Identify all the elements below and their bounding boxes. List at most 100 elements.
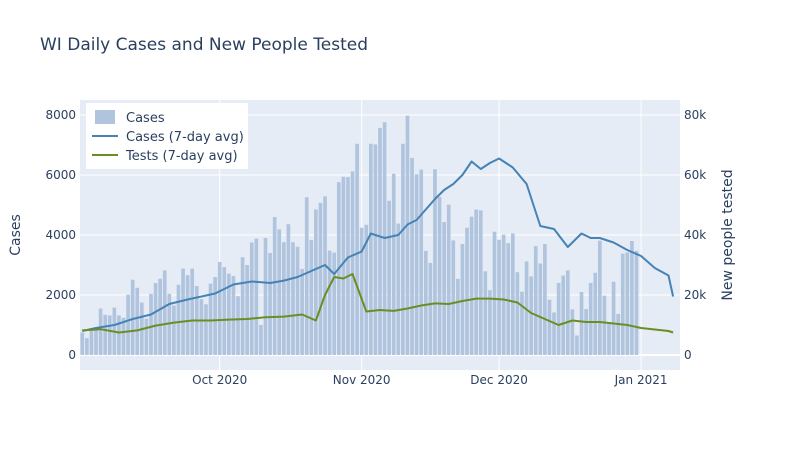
case-bar [469,216,474,355]
case-bar [227,273,231,355]
case-bar [217,262,222,355]
case-bar [135,287,140,355]
y2-tick-label: 0 [684,348,692,362]
case-bar [158,278,162,355]
y-tick-label: 8000 [45,108,76,122]
case-bar [492,231,497,355]
case-bar [588,283,593,355]
case-bar [602,295,607,355]
y2-tick-label: 20k [684,288,706,302]
case-bar [181,268,185,355]
case-bar [543,244,547,355]
case-bar [126,294,130,355]
y-tick-label: 6000 [45,168,76,182]
x-tick-label: Nov 2020 [333,373,391,387]
case-bar [529,276,533,355]
x-axis-ticks: Oct 2020 Nov 2020 Dec 2020 Jan 2021 [192,373,667,387]
case-bar [94,330,98,355]
case-bar [254,238,259,355]
case-bar [185,275,190,355]
legend-label-cases-avg: Cases (7-day avg) [126,130,244,145]
case-bar [378,127,382,356]
case-bar [488,290,492,355]
case-bar [506,243,511,355]
case-bar [359,227,364,355]
case-bar [520,291,524,355]
x-tick-label: Jan 2021 [614,373,668,387]
case-bar [107,315,112,355]
case-bar [538,263,543,355]
case-bar [478,210,483,355]
case-bar [208,283,213,355]
case-bar [199,299,204,355]
case-bar [249,242,254,355]
case-bar [410,157,414,355]
case-bar [401,143,405,355]
case-bar [222,267,227,355]
left-axis-ticks: 0 2000 4000 6000 8000 [45,108,76,362]
case-bar [620,253,625,355]
legend-swatch-cases [95,110,115,124]
case-bar [460,244,465,355]
y-tick-label: 0 [68,348,76,362]
case-bar [593,272,598,355]
right-axis-title: New people tested [720,169,736,300]
cases-avg-line [82,157,675,332]
y-tick-label: 2000 [45,288,76,302]
case-bar [162,270,167,355]
case-bar [483,271,488,355]
legend[interactable]: Cases Cases (7-day avg) Tests (7-day avg… [86,103,248,169]
case-bar [373,144,378,355]
case-bar [98,308,103,355]
case-bar [263,238,268,355]
case-bar [323,196,327,355]
case-bar [231,276,236,355]
case-bar [396,223,401,355]
case-bar [144,318,149,355]
case-bar [213,277,217,355]
case-bar [350,171,355,355]
case-bar [465,227,469,355]
case-bar [318,202,323,355]
case-bar [433,169,437,355]
case-bar [364,224,369,355]
case-bar [295,246,300,355]
case-bar [570,309,575,355]
case-bar [547,299,552,355]
case-bar [387,200,391,355]
case-bar [153,283,158,355]
case-bar [584,309,588,355]
case-bar [240,257,245,355]
case-bar [204,304,208,355]
case-bar [121,317,126,355]
legend-label-cases: Cases [126,111,165,126]
case-bar [616,313,620,355]
case-bar [456,278,460,355]
case-bar [524,261,529,355]
case-bar [561,275,566,355]
right-axis-ticks: 0 20k 40k 60k 80k [684,108,706,362]
case-bar [533,246,538,355]
x-tick-label: Dec 2020 [470,373,528,387]
case-bar [332,252,337,355]
case-bar [565,270,570,355]
y-tick-label: 4000 [45,228,76,242]
case-bar [309,240,314,355]
case-bar [314,209,318,355]
case-bar [327,250,332,355]
case-bar [442,222,446,355]
case-bar [446,204,451,355]
case-bar [579,292,584,355]
case-bar [611,281,616,355]
case-bar [300,268,304,355]
tests-avg-line [82,273,674,334]
legend-label-tests-avg: Tests (7-day avg) [125,149,238,164]
case-bar [304,197,309,355]
case-bar [80,332,85,355]
case-bar [103,314,108,355]
case-bar [556,283,561,355]
y2-tick-label: 80k [684,108,706,122]
y2-tick-label: 60k [684,168,706,182]
case-bar [598,240,602,355]
case-bar [172,305,176,355]
